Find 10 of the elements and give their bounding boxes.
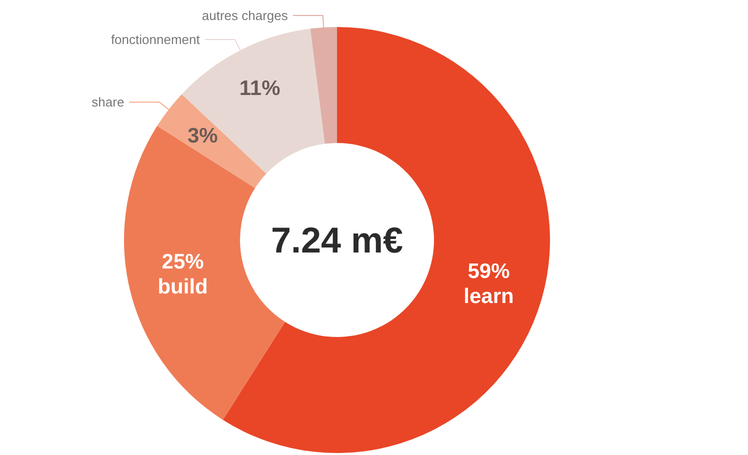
- slice-label: learn: [464, 285, 514, 308]
- data-label: 25%: [162, 250, 204, 274]
- slice-label: share: [92, 94, 124, 110]
- text: 7.24 m€: [270, 220, 404, 260]
- slice-label: fonctionnement: [110, 32, 200, 48]
- data-label: 59%: [468, 260, 510, 284]
- slice-label: autres charges: [202, 8, 288, 23]
- slice-label: build: [158, 275, 208, 298]
- data-label: 3%: [187, 124, 218, 148]
- data-label: 11%: [239, 77, 281, 100]
